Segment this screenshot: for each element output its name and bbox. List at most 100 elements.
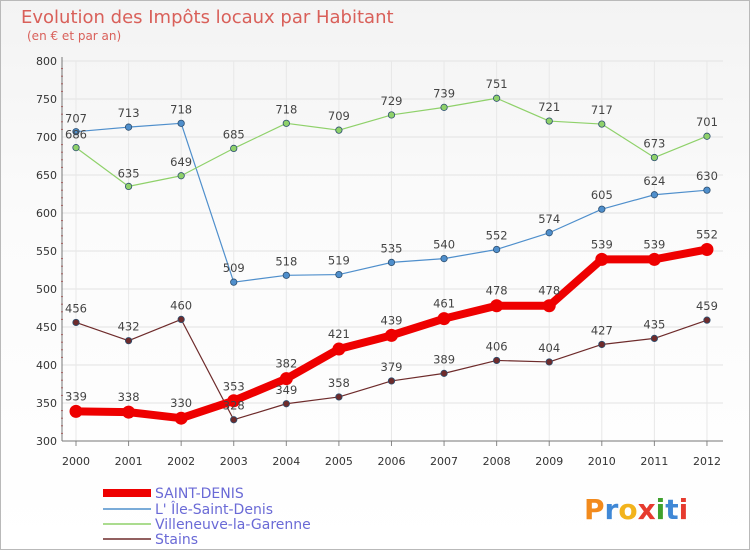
data-label: 461 — [433, 297, 455, 311]
data-point — [72, 144, 80, 152]
data-label: 382 — [275, 357, 297, 371]
x-tick-label: 2003 — [220, 455, 248, 468]
data-point — [384, 328, 398, 342]
data-label: 685 — [223, 127, 245, 141]
data-label: 686 — [65, 128, 87, 142]
x-tick-label: 2012 — [693, 455, 721, 468]
data-point — [437, 312, 451, 326]
legend-label: Stains — [155, 532, 198, 548]
data-label: 406 — [486, 339, 508, 353]
data-label: 439 — [381, 313, 403, 327]
legend-item: Stains — [103, 532, 198, 548]
y-tick-label: 450 — [36, 321, 57, 334]
data-label: 353 — [223, 380, 245, 394]
data-point — [493, 245, 501, 254]
data-point — [230, 278, 238, 286]
data-point — [545, 117, 553, 125]
data-label: 751 — [486, 77, 508, 91]
data-point — [177, 315, 185, 323]
y-tick-label: 600 — [36, 207, 57, 220]
y-tick-label: 650 — [36, 169, 57, 182]
data-label: 389 — [433, 352, 455, 366]
data-label: 624 — [643, 174, 665, 188]
data-label: 539 — [591, 237, 613, 251]
data-point — [647, 252, 661, 266]
data-point — [650, 153, 658, 162]
data-point — [650, 334, 658, 342]
data-point — [650, 191, 658, 199]
x-tick-label: 2002 — [167, 455, 195, 468]
data-point — [230, 144, 238, 152]
data-label: 635 — [118, 166, 140, 180]
x-tick-label: 2009 — [535, 455, 563, 468]
grid — [62, 60, 723, 442]
data-label: 478 — [486, 284, 508, 298]
data-point — [227, 394, 241, 408]
chart-subtitle: (en € et par an) — [27, 29, 121, 43]
data-point — [69, 404, 83, 418]
series-stains — [72, 315, 711, 424]
legend-label: SAINT-DENIS — [155, 486, 244, 502]
data-point — [703, 132, 711, 140]
data-point — [387, 377, 396, 385]
data-label: 349 — [275, 383, 297, 397]
x-tick-label: 2004 — [272, 455, 300, 468]
data-label: 709 — [328, 109, 350, 123]
data-label: 459 — [696, 299, 718, 313]
data-label: 605 — [591, 188, 613, 202]
data-label: 718 — [275, 102, 297, 116]
data-point — [332, 342, 346, 356]
data-label: 574 — [538, 212, 560, 226]
data-point — [177, 119, 185, 127]
y-tick-label: 800 — [36, 55, 57, 68]
logo-text: Proxiti — [584, 493, 688, 526]
data-label: 539 — [643, 237, 665, 251]
data-point — [282, 400, 290, 408]
legend-item: L' Île-Saint-Denis — [103, 500, 273, 518]
data-point — [490, 299, 504, 313]
data-point — [282, 271, 290, 279]
x-tick-label: 2007 — [430, 455, 458, 468]
data-label: 721 — [538, 100, 560, 114]
data-label: 478 — [538, 284, 560, 298]
axes: 300 350 400 450 500 550 600 650 700 750 800 2000 200… — [36, 55, 723, 468]
data-label: 552 — [696, 227, 718, 241]
data-point — [440, 103, 448, 111]
x-tick-label: 2011 — [640, 455, 668, 468]
data-label: 328 — [223, 399, 245, 413]
data-point — [335, 270, 343, 279]
data-label: 379 — [381, 360, 403, 374]
data-label: 535 — [381, 241, 403, 255]
data-point — [387, 111, 396, 119]
data-point — [598, 120, 606, 128]
data-point — [72, 318, 80, 327]
data-labels: 456 432 460 328 349 358 379 389 406 404 427 435 459 7… — [65, 77, 718, 412]
legend-item: SAINT-DENIS — [103, 486, 244, 502]
data-label: 718 — [170, 102, 192, 116]
data-label: 540 — [433, 238, 455, 252]
data-point — [440, 369, 448, 377]
data-label: 552 — [486, 228, 508, 242]
proxiti-logo: Proxiti — [584, 493, 688, 526]
data-label: 432 — [118, 320, 140, 334]
x-tick-label: 2001 — [115, 455, 143, 468]
data-label: 630 — [696, 169, 718, 183]
x-tick-label: 2010 — [588, 455, 616, 468]
data-point — [279, 372, 293, 386]
data-point — [598, 340, 606, 349]
data-label: 427 — [591, 323, 613, 337]
y-tick-label: 750 — [36, 93, 57, 106]
data-label: 460 — [170, 298, 192, 312]
series-saint-denis — [69, 242, 714, 425]
data-point — [595, 252, 609, 266]
y-tick-label: 350 — [36, 397, 57, 410]
data-label: 421 — [328, 327, 350, 341]
y-tick-label: 300 — [36, 435, 57, 448]
data-point — [493, 356, 501, 365]
data-point — [230, 416, 238, 424]
chart-title: Evolution des Impôts locaux par Habitant — [21, 7, 394, 28]
data-label: 713 — [118, 106, 140, 120]
legend-label: Villeneuve-la-Garenne — [155, 517, 311, 533]
data-point — [282, 119, 290, 127]
